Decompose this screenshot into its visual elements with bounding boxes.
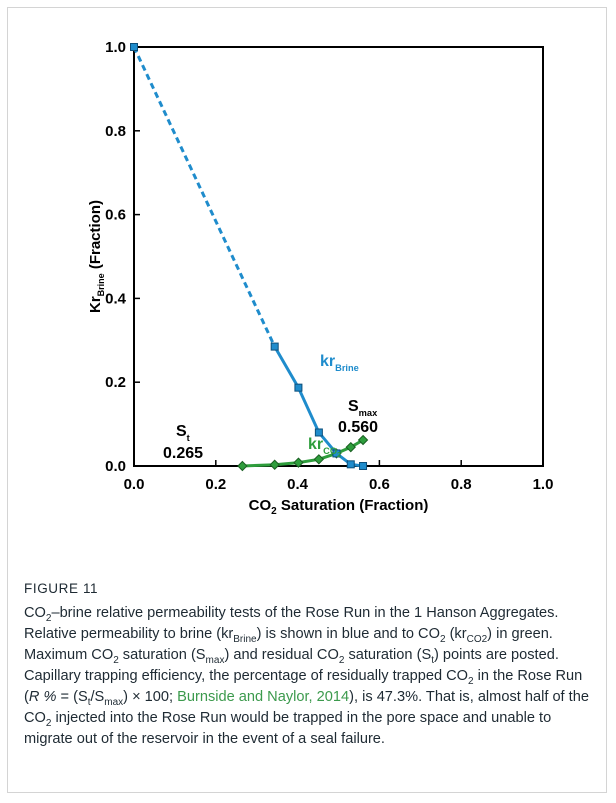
kr-brine-point: [270, 342, 279, 351]
y-tick-label: 1.0: [105, 39, 126, 56]
x-tick-label: 0.2: [205, 476, 226, 493]
figure-label: FIGURE 11: [24, 581, 99, 596]
kr-brine-point: [346, 460, 355, 469]
kr-brine-point: [314, 428, 323, 437]
st-value: 0.265: [163, 445, 203, 462]
kr-brine-point: [359, 462, 368, 470]
kr-co2-point: [237, 460, 248, 472]
citation-link[interactable]: Burnside and Naylor, 2014: [177, 689, 350, 705]
caption-text: CO2–brine relative permeability tests of…: [24, 605, 589, 747]
kr-brine-point: [294, 383, 303, 392]
y-tick-label: 0.2: [105, 374, 126, 391]
figure-frame: [7, 7, 607, 793]
y-tick-label: 0.4: [105, 290, 127, 307]
x-tick-label: 0.8: [451, 476, 472, 493]
x-tick-label: 0.0: [124, 476, 145, 493]
y-tick-label: 0.0: [105, 458, 126, 475]
kr-co2-point: [269, 459, 280, 470]
kr-co2-point: [357, 434, 369, 446]
kr-co2-point: [313, 454, 325, 465]
kr-brine-label: krBrine: [320, 353, 359, 373]
kr-co2-label: krCO2: [308, 436, 341, 459]
x-tick-label: 1.0: [533, 476, 554, 493]
smax-label: Smax: [348, 398, 378, 418]
kr-co2-point: [345, 441, 356, 453]
smax-value: 0.560: [338, 419, 378, 436]
kr-brine-point: [130, 43, 138, 51]
figure-caption: FIGURE 11 CO2–brine relative permeabilit…: [24, 578, 598, 750]
kr-brine-point: [332, 449, 341, 458]
st-label: St: [176, 423, 190, 443]
plot-area-border: [133, 46, 544, 467]
kr-brine-extrapolation-line: [132, 46, 277, 348]
x-axis-title: CO2 Saturation (Fraction): [249, 497, 429, 517]
y-tick-label: 0.8: [105, 123, 126, 140]
y-axis-title: KrBrine (Fraction): [87, 200, 106, 313]
x-tick-label: 0.6: [369, 476, 390, 493]
y-tick-label: 0.6: [105, 207, 126, 224]
relative-permeability-chart: 0.0 0.2 0.4 0.6 0.8 1.0 0.0 0.2 0.4 0.6 0.8 1.0 CO2 …: [87, 39, 554, 517]
kr-co2-point: [293, 457, 304, 468]
x-tick-label: 0.4: [287, 476, 309, 493]
